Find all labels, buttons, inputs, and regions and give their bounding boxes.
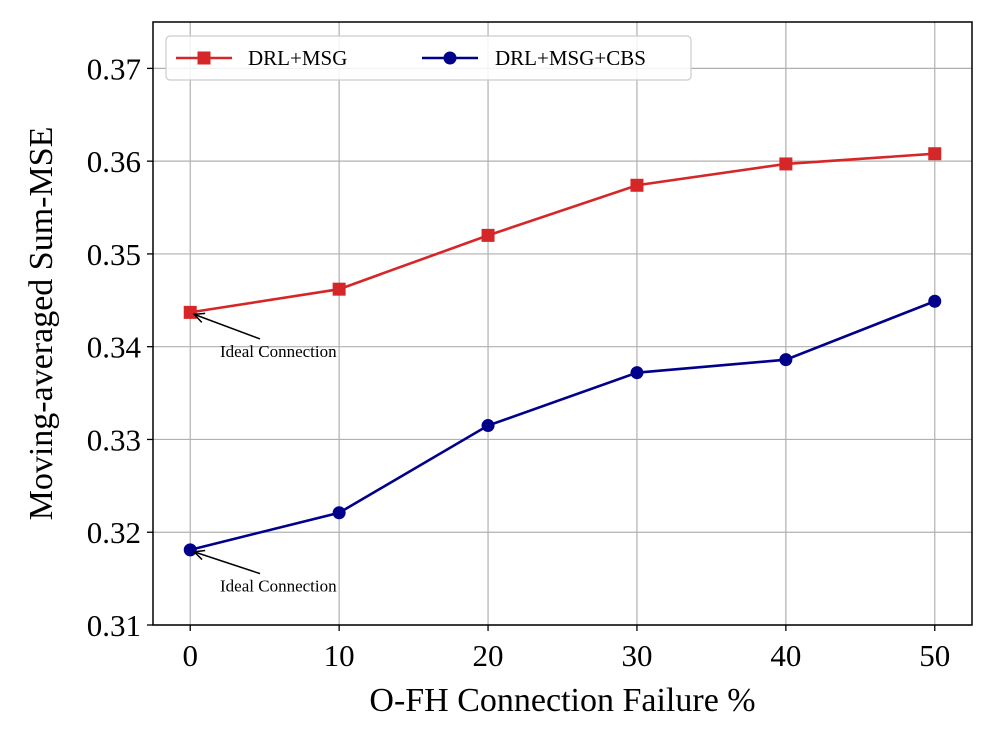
annotations: Ideal Connection Ideal Connection	[192, 312, 337, 596]
x-tick-label: 20	[473, 638, 504, 673]
data-point-circle	[481, 419, 495, 433]
data-point-square	[928, 147, 942, 161]
data-point-circle	[332, 506, 346, 520]
axis-ticks: 0 10 20 30 40 50 0.31 0.32 0.33 0.34 0.35 0.36 0.37	[87, 51, 951, 673]
data-point-square	[630, 178, 644, 192]
legend-label: DRL+MSG	[248, 46, 347, 70]
data-point-circle	[779, 353, 793, 367]
data-point-square	[183, 305, 197, 319]
grid-lines	[153, 22, 972, 626]
y-axis-label: Moving-averaged Sum-MSE	[23, 127, 60, 521]
y-tick-label: 0.33	[87, 422, 141, 457]
x-tick-label: 50	[919, 638, 950, 673]
series-lines	[183, 147, 942, 557]
annotation-arrow	[193, 551, 261, 575]
data-point-circle	[443, 51, 457, 65]
annotation-label: Ideal Connection	[220, 577, 337, 596]
y-tick-label: 0.36	[87, 144, 141, 179]
annotation-label: Ideal Connection	[220, 342, 337, 361]
legend: DRL+MSG DRL+MSG+CBS	[165, 35, 692, 81]
x-tick-label: 0	[182, 638, 198, 673]
series-line	[189, 300, 936, 552]
y-tick-label: 0.32	[87, 515, 141, 550]
data-point-circle	[630, 366, 644, 380]
data-point-square	[779, 157, 793, 171]
y-tick-label: 0.37	[87, 51, 141, 86]
y-tick-label: 0.31	[87, 608, 141, 643]
series-line	[190, 152, 935, 314]
annotation-arrow-head	[192, 312, 206, 323]
plot-area	[152, 21, 973, 626]
x-tick-label: 40	[770, 638, 801, 673]
data-point-square	[197, 51, 211, 65]
data-point-square	[481, 228, 495, 242]
y-tick-label: 0.35	[87, 237, 141, 272]
data-point-circle	[928, 294, 942, 308]
annotation-arrow	[193, 313, 261, 340]
data-point-circle	[183, 543, 197, 557]
legend-label: DRL+MSG+CBS	[495, 46, 646, 70]
x-tick-label: 30	[621, 638, 652, 673]
series-1	[183, 294, 942, 557]
x-axis-label: O-FH Connection Failure %	[369, 682, 755, 719]
x-tick-label: 10	[324, 638, 355, 673]
annotation-arrow-head	[192, 549, 206, 561]
y-tick-label: 0.34	[87, 330, 142, 365]
data-point-square	[332, 282, 346, 296]
series-0	[183, 147, 942, 319]
